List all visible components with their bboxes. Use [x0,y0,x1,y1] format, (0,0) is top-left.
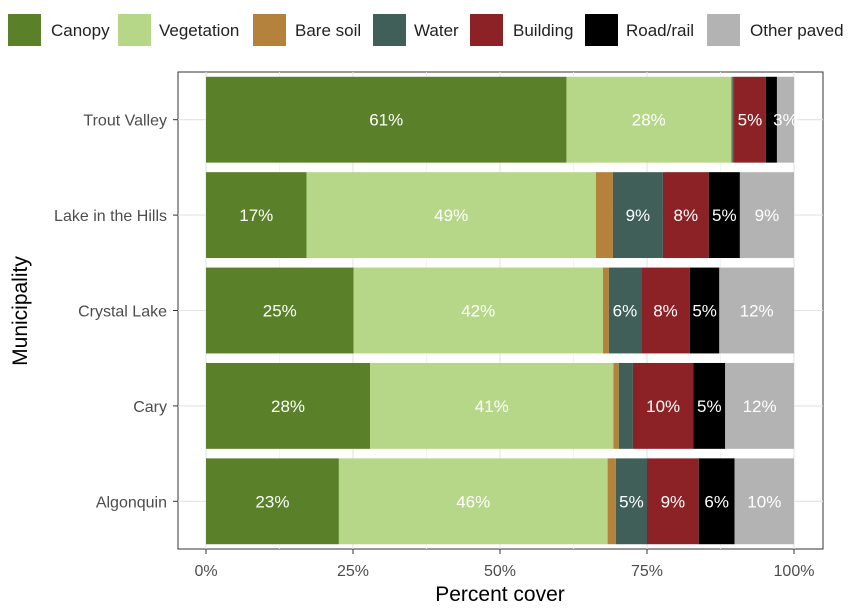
bar-segment [608,267,642,354]
bar-data-label: 42% [461,302,495,321]
bar-segment [618,362,633,449]
bar-segment [693,362,726,449]
bar-segment [689,267,720,354]
bar-segment [662,172,709,259]
bar-labels: 61% 28% 5% 3% 17% 49% 9% 8% 5% 9% 25% 42% 6% 8% 5% 12% 2… [239,111,798,512]
legend-key [373,14,406,46]
bar-data-label: 25% [263,302,297,321]
y-tick-label: Lake in the Hills [54,208,167,225]
legend-key [253,14,286,46]
bar-segment [595,172,613,259]
bar-data-label: 6% [613,302,638,321]
x-tick-label: 50% [484,563,516,580]
legend-key [585,14,618,46]
bar-data-label: 12% [743,397,777,416]
bar-segment [370,362,614,449]
bar-segment [698,458,735,545]
y-tick-label: Cary [133,399,167,416]
bar-data-label: 6% [704,492,729,511]
legend-label: Canopy [51,21,110,40]
bar-segment [647,458,699,545]
bar-segment [566,76,732,163]
bar-data-label: 9% [661,492,686,511]
bar-segment [632,362,694,449]
bar-segment [206,76,567,163]
bar-data-label: 17% [239,206,273,225]
bar-data-label: 23% [255,492,289,511]
bar-segment [732,76,735,163]
bar-segment [734,458,794,545]
bar-data-label: 5% [712,206,737,225]
legend-label: Road/rail [626,21,694,40]
bar-data-label: 28% [271,397,305,416]
bar-segment [613,362,619,449]
bar-segment [708,172,740,259]
y-tick-label: Trout Valley [83,113,167,130]
x-axis: 0% 25% 50% 75% 100% [194,549,814,580]
bar-segment [306,172,596,259]
legend-key [707,14,740,46]
y-tick-label: Algonquin [96,494,167,511]
x-tick-label: 75% [631,563,663,580]
bar-data-label: 12% [740,302,774,321]
bar-data-label: 46% [456,492,490,511]
bar-data-label: 49% [434,206,468,225]
bar-segment [641,267,690,354]
bar-data-label: 28% [632,111,666,130]
bar-data-label: 8% [674,206,699,225]
legend-label: Bare soil [295,21,361,40]
bar-segment [607,458,616,545]
x-axis-title: Percent cover [435,583,565,606]
bar-data-label: 8% [653,302,678,321]
y-axis: Trout Valley Lake in the Hills Crystal Lak… [54,113,178,511]
y-tick-label: Crystal Lake [78,304,167,321]
bar-data-label: 9% [755,206,780,225]
bar-segment [206,458,339,545]
bar-data-label: 5% [738,111,763,130]
legend-key [470,14,503,46]
legend-key [118,14,151,46]
bar-data-label: 3% [773,111,798,130]
bar-data-label: 10% [747,492,781,511]
bar-data-label: 5% [619,492,644,511]
x-tick-label: 25% [337,563,369,580]
bar-segment [206,172,307,259]
bar-data-label: 61% [369,111,403,130]
bar-data-label: 41% [475,397,509,416]
bars [206,76,794,545]
legend-label: Other paved [750,21,844,40]
bar-segment [612,172,663,259]
bar-segment [206,267,354,354]
y-axis-title: Municipality [9,256,32,366]
bar-segment [615,458,647,545]
legend-label: Water [414,21,459,40]
legend-label: Building [513,21,574,40]
bar-segment [739,172,794,259]
bar-segment [719,267,794,354]
legend-key [8,14,41,46]
bar-segment [731,76,733,163]
bar-segment [206,362,371,449]
bar-data-label: 5% [697,397,722,416]
bar-segment [353,267,603,354]
bar-data-label: 9% [626,206,651,225]
bar-data-label: 5% [692,302,717,321]
bar-segment [338,458,608,545]
bar-data-label: 10% [646,397,680,416]
bar-segment [602,267,609,354]
bar-segment [725,362,794,449]
x-tick-label: 0% [194,563,217,580]
bar-segment [734,76,766,163]
bar-segment [765,76,777,163]
legend-label: Vegetation [159,21,239,40]
legend: Canopy Vegetation Bare soil Water Building Ro… [8,14,844,46]
bar-segment [776,76,794,163]
x-tick-label: 100% [774,563,815,580]
